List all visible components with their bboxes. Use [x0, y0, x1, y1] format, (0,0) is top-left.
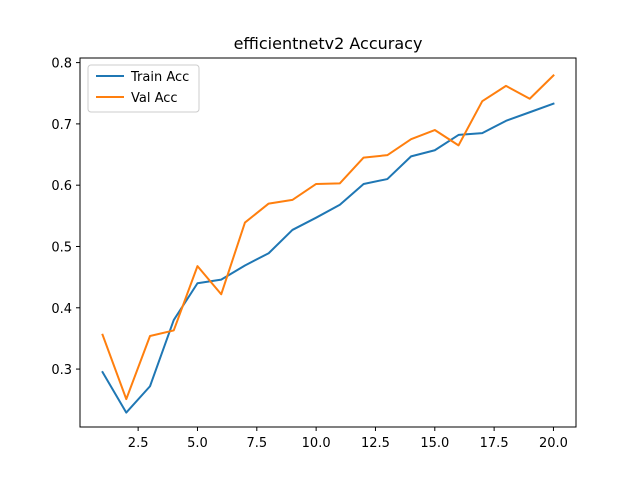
x-tick-label: 20.0	[539, 436, 568, 451]
y-tick-label: 0.6	[51, 179, 72, 194]
y-tick-label: 0.5	[51, 240, 72, 255]
x-tick-label: 2.5	[128, 436, 149, 451]
x-tick-label: 7.5	[246, 436, 267, 451]
y-tick-label: 0.3	[51, 363, 72, 378]
series-line-train-acc	[101, 102, 555, 414]
x-tick-label: 15.0	[420, 436, 449, 451]
chart-title: efficientnetv2 Accuracy	[234, 34, 423, 53]
x-tick-label: 17.5	[480, 436, 509, 451]
y-tick-label: 0.4	[51, 302, 72, 317]
series-line-val-acc	[101, 74, 555, 401]
legend-label: Train Acc	[130, 70, 189, 85]
x-tick-label: 5.0	[187, 436, 208, 451]
legend: Train Acc Val Acc	[87, 64, 200, 113]
plot-frame	[79, 57, 577, 428]
y-tick-label: 0.7	[51, 118, 72, 133]
x-tick-label: 12.5	[361, 436, 390, 451]
y-tick-label: 0.8	[51, 57, 72, 72]
series-layer	[101, 74, 555, 414]
legend-label: Val Acc	[131, 91, 178, 106]
x-tick-label: 10.0	[302, 436, 331, 451]
axes-layer: 2.5 5.0 7.5 10.0 12.5 15.0 17.5 20.0 0.3 0.4 0.5 0.…	[51, 57, 577, 451]
